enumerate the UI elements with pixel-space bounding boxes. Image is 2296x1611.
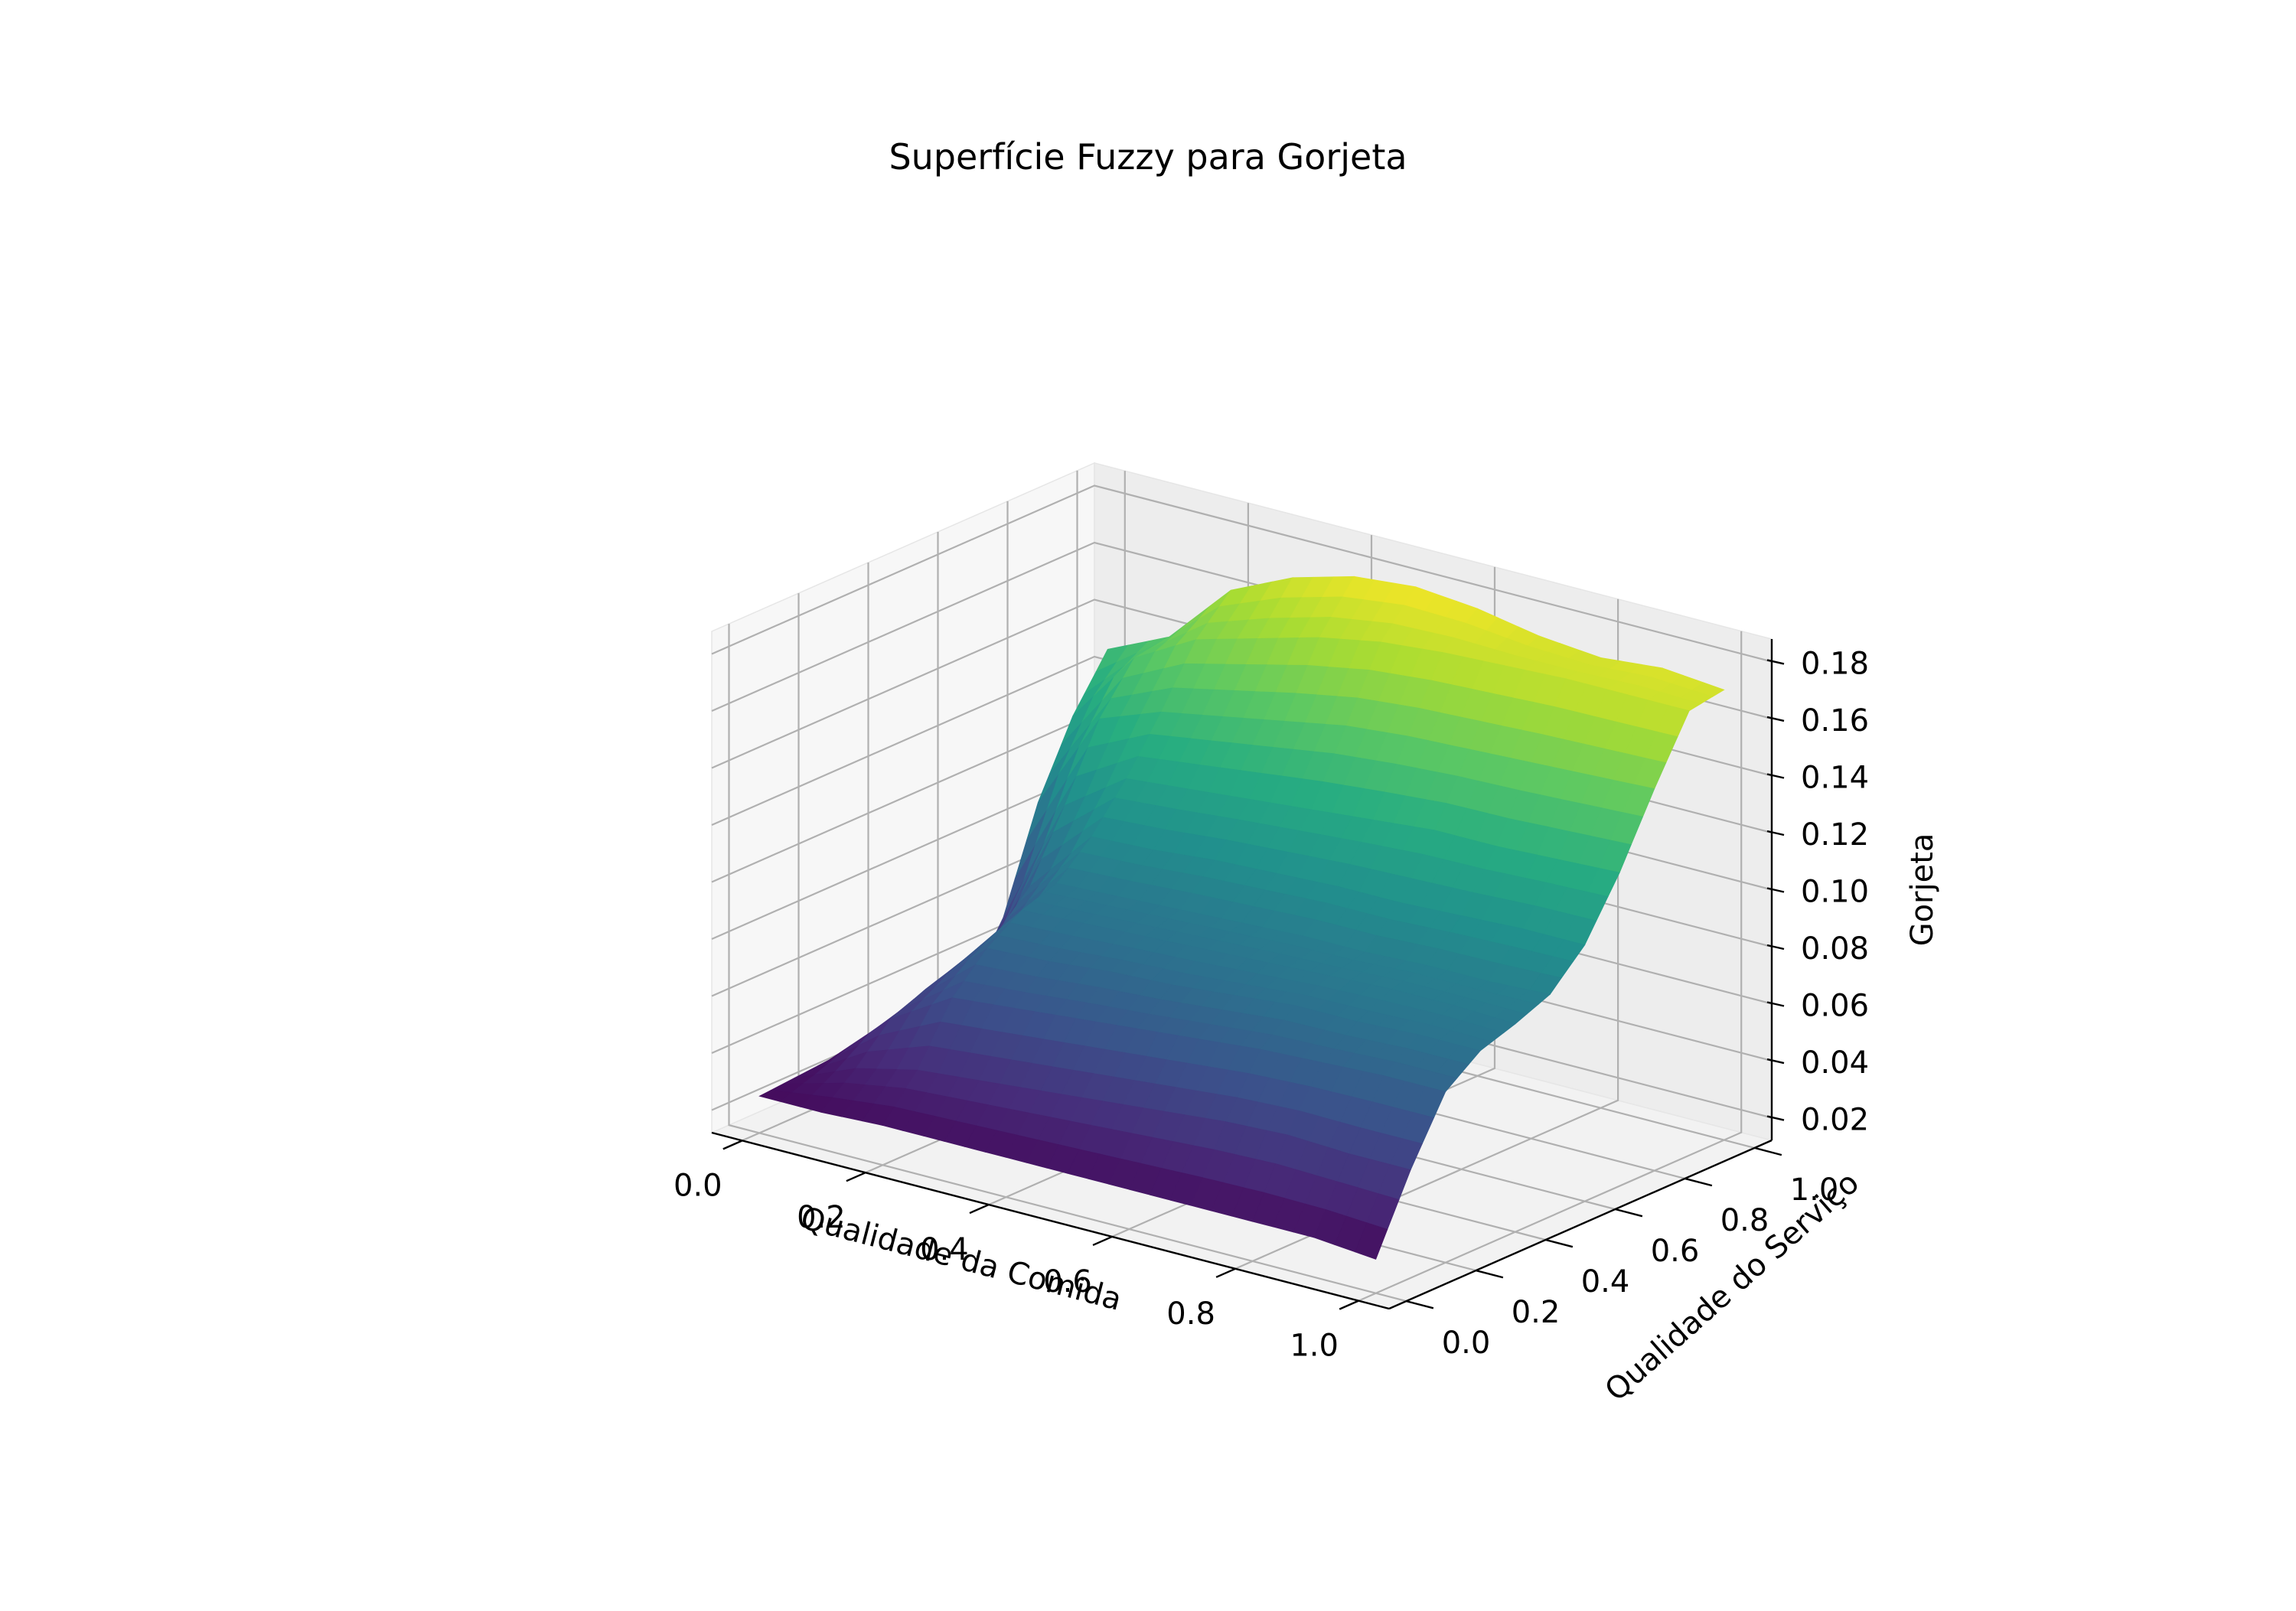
z-tick-mark (1766, 830, 1785, 836)
z-grid-line (711, 484, 1773, 663)
z-tick-label: 0.02 (1801, 1103, 1869, 1138)
x-grid-line (1358, 631, 1743, 1302)
z-tick-label: 0.08 (1801, 931, 1869, 967)
z-axis-label: Gorjeta (1905, 833, 1940, 947)
y-tick-mark (1615, 1208, 1643, 1218)
x-axis-line (711, 1131, 1390, 1310)
surface (758, 576, 1725, 1260)
z-tick-label: 0.12 (1801, 817, 1869, 853)
y-tick-label: 0.4 (1581, 1264, 1630, 1300)
y-tick-label: 0.0 (1442, 1326, 1491, 1361)
z-tick-mark (1766, 773, 1785, 779)
z-tick-label: 0.06 (1801, 989, 1869, 1024)
z-tick-label: 0.16 (1801, 703, 1869, 739)
x-tick-mark (1339, 1300, 1359, 1310)
x-tick-label: 1.0 (1290, 1329, 1339, 1364)
y-tick-label: 1.0 (1790, 1172, 1839, 1208)
z-tick-label: 0.18 (1801, 646, 1869, 681)
x-tick-mark (1092, 1235, 1113, 1247)
y-grid-line (728, 624, 1407, 1303)
y-tick-mark (1545, 1238, 1574, 1248)
z-tick-mark (1766, 1058, 1785, 1065)
x-tick-label: 0.0 (673, 1168, 722, 1203)
y-tick-label: 0.8 (1720, 1203, 1769, 1238)
y-tick-mark (1406, 1300, 1434, 1309)
x-tick-label: 0.4 (920, 1232, 969, 1267)
x-tick-label: 0.8 (1166, 1296, 1215, 1332)
x-tick-mark (846, 1172, 866, 1182)
z-tick-mark (1766, 887, 1785, 893)
x-tick-mark (1215, 1267, 1236, 1278)
z-tick-label: 0.04 (1801, 1045, 1869, 1081)
z-tick-mark (1766, 659, 1785, 665)
x-tick-mark (969, 1203, 990, 1215)
x-tick-label: 0.6 (1043, 1264, 1092, 1300)
z-tick-mark (1766, 716, 1785, 722)
y-tick-mark (1754, 1146, 1782, 1156)
z-tick-label: 0.14 (1801, 760, 1869, 795)
z-tick-label: 0.10 (1801, 875, 1869, 910)
chart-title: Superfície Fuzzy para Gorjeta (889, 136, 1407, 178)
x-tick-label: 0.2 (797, 1200, 846, 1235)
x-tick-mark (722, 1140, 743, 1150)
surface-patch (1355, 1222, 1388, 1260)
y-axis-label: Qualidade do Serviço (1599, 1166, 1866, 1409)
y-tick-mark (1684, 1177, 1713, 1187)
y-axis-line (1388, 1139, 1773, 1310)
y-tick-mark (1476, 1269, 1504, 1279)
z-tick-mark (1766, 944, 1785, 951)
y-tick-label: 0.6 (1651, 1234, 1700, 1269)
y-tick-label: 0.2 (1512, 1295, 1561, 1330)
z-tick-mark (1766, 1001, 1785, 1007)
z-tick-mark (1766, 1115, 1785, 1121)
